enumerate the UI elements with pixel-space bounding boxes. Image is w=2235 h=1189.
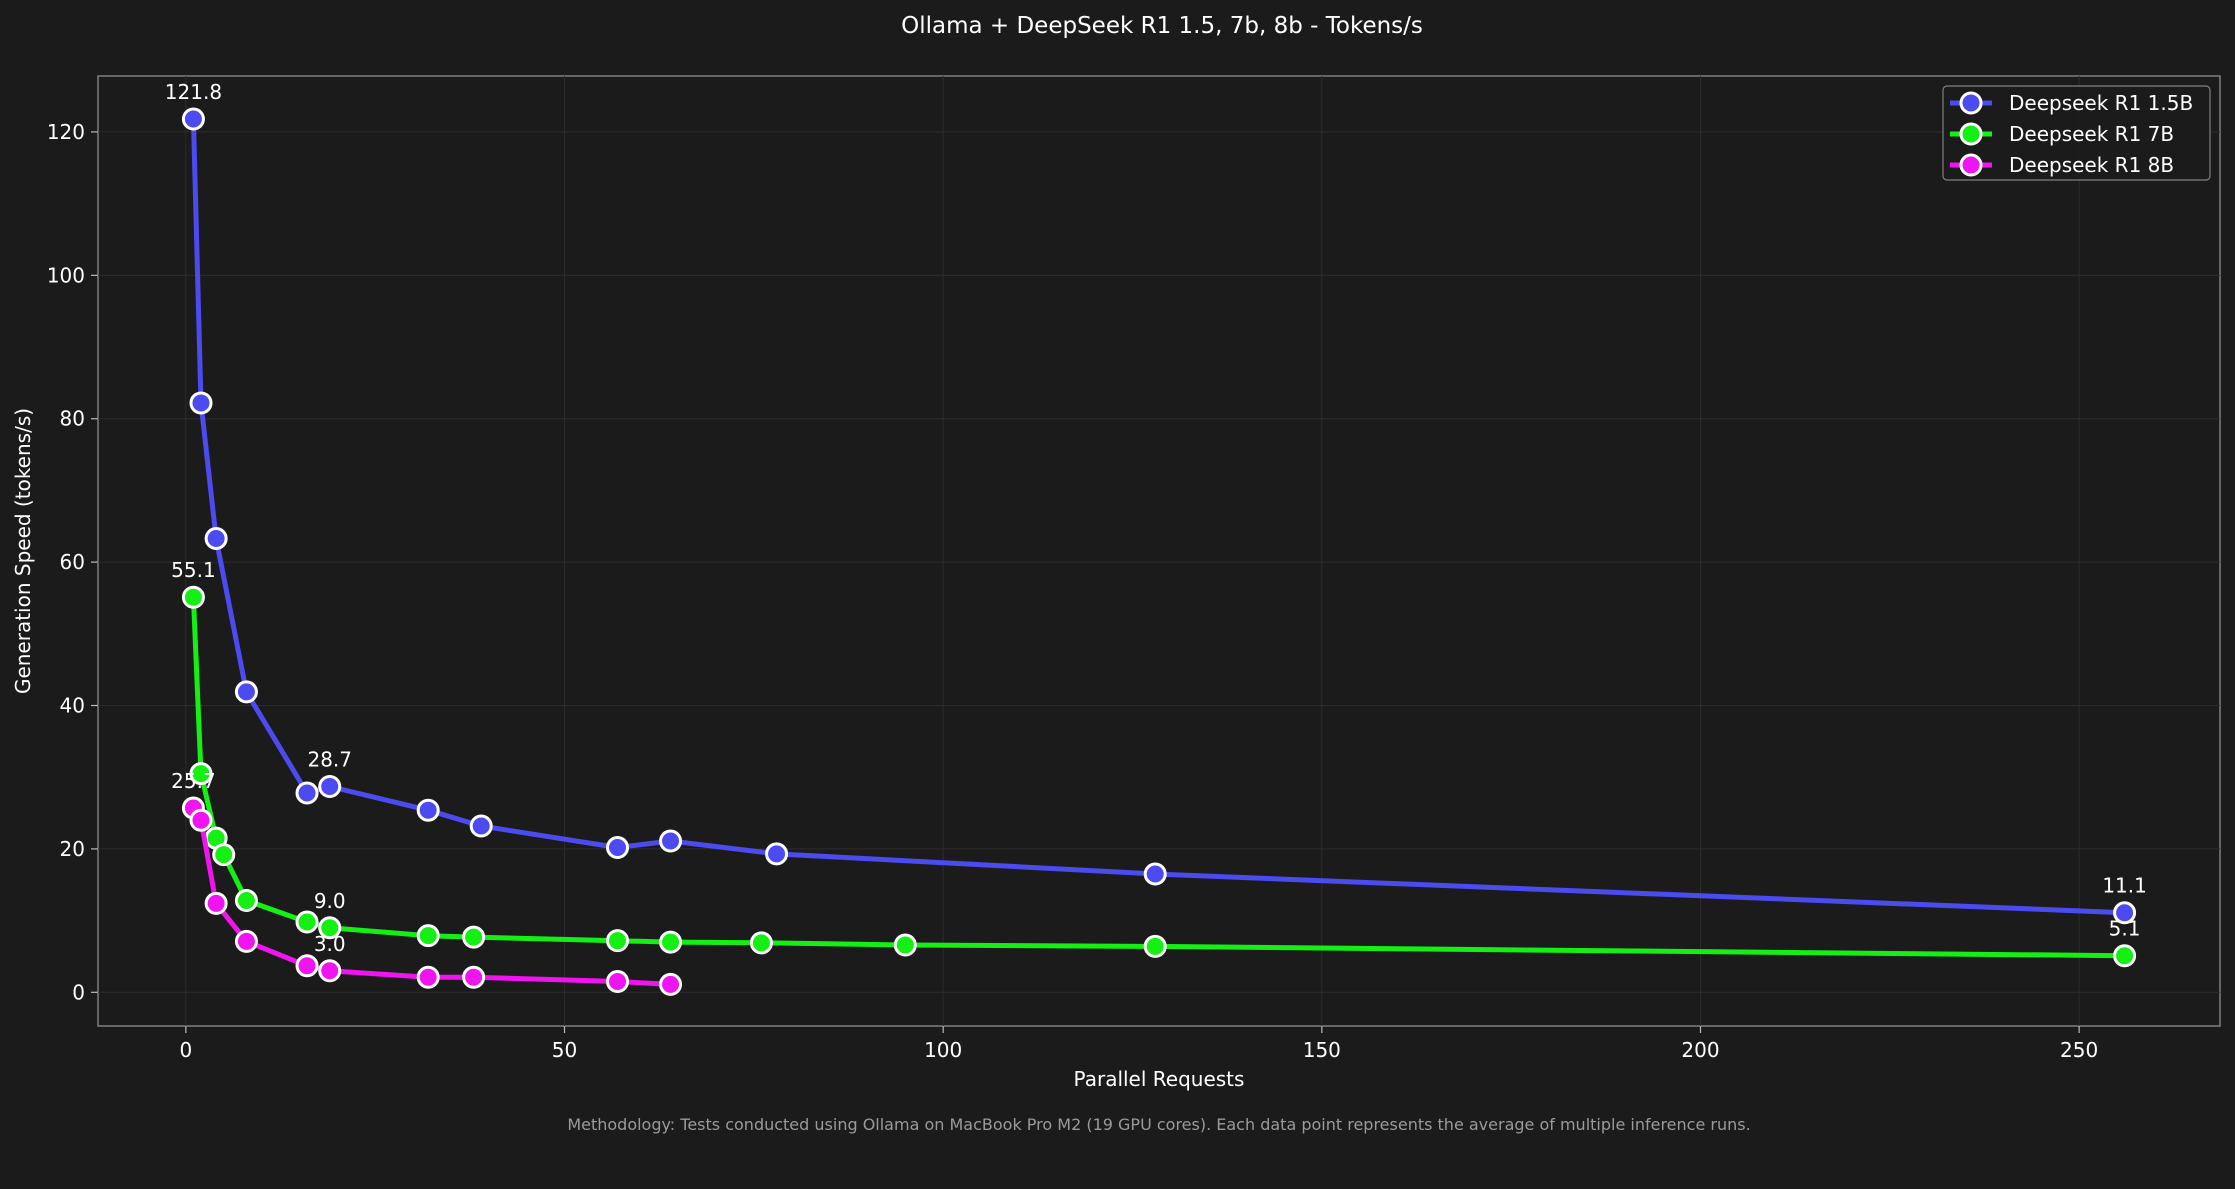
data-point [416, 924, 440, 948]
legend-marker [1959, 91, 1983, 115]
data-point [189, 391, 213, 415]
data-point [204, 526, 228, 550]
data-point [181, 107, 205, 131]
series-group: 25.7 3.0 [171, 769, 683, 996]
data-point [212, 843, 236, 867]
data-point [295, 910, 319, 934]
data-point [416, 798, 440, 822]
data-point [1143, 934, 1167, 958]
data-label: 25.7 [171, 769, 216, 793]
y-tick-label: 0 [72, 980, 85, 1004]
data-point [181, 585, 205, 609]
legend-marker [1959, 122, 1983, 146]
series-group: 55.1 9.0 5.1 [171, 558, 2141, 968]
series-group: 121.8 28.7 11.1 [165, 80, 2147, 925]
legend-label: Deepseek R1 8B [2009, 153, 2174, 177]
x-axis-ticks: 0 50 100 150 200 250 [179, 1026, 2098, 1062]
chart-title: Ollama + DeepSeek R1 1.5, 7b, 8b - Token… [901, 13, 1423, 39]
data-label: 3.0 [314, 932, 346, 956]
x-tick-label: 250 [2060, 1038, 2098, 1062]
data-label: 28.7 [307, 748, 352, 772]
data-point [462, 925, 486, 949]
x-tick-label: 50 [552, 1038, 577, 1062]
data-point [749, 931, 773, 955]
data-label: 5.1 [2109, 917, 2141, 941]
x-tick-label: 200 [1681, 1038, 1719, 1062]
data-point [765, 842, 789, 866]
data-point [234, 929, 258, 953]
data-point [204, 891, 228, 915]
y-tick-label: 80 [60, 407, 85, 431]
data-point [234, 889, 258, 913]
data-label: 121.8 [165, 80, 222, 104]
data-point [659, 930, 683, 954]
data-point [189, 808, 213, 832]
data-point [462, 965, 486, 989]
data-point [659, 972, 683, 996]
y-axis-ticks: 0 20 40 60 80 100 120 [47, 120, 98, 1004]
data-point [295, 954, 319, 978]
legend: Deepseek R1 1.5B Deepseek R1 7B Deepseek R… [1942, 85, 2211, 181]
data-point [606, 835, 630, 859]
x-tick-label: 0 [179, 1038, 192, 1062]
data-point [416, 965, 440, 989]
data-point [1143, 862, 1167, 886]
legend-label: Deepseek R1 1.5B [2009, 91, 2193, 115]
legend-entries: Deepseek R1 1.5B Deepseek R1 7B Deepseek R… [1950, 91, 2193, 177]
data-point [606, 929, 630, 953]
x-tick-label: 100 [924, 1038, 962, 1062]
data-label: 9.0 [314, 889, 346, 913]
footnote: Methodology: Tests conducted using Ollam… [567, 1115, 1750, 1134]
y-axis-label: Generation Speed (tokens/s) [11, 408, 35, 694]
legend-label: Deepseek R1 7B [2009, 122, 2174, 146]
x-tick-label: 150 [1303, 1038, 1341, 1062]
grid [98, 76, 2220, 1026]
y-tick-label: 60 [60, 550, 85, 574]
y-tick-label: 20 [60, 837, 85, 861]
data-label: 11.1 [2102, 874, 2147, 898]
data-point [318, 916, 342, 940]
data-label: 55.1 [171, 558, 216, 582]
series: 121.8 28.7 11.1 55.1 9.0 5.1 25.7 3.0 [165, 80, 2147, 996]
data-point [2113, 901, 2137, 925]
legend-marker [1959, 153, 1983, 177]
data-point [606, 970, 630, 994]
legend-box [1942, 85, 2211, 181]
data-point [469, 814, 493, 838]
data-point [318, 775, 342, 799]
y-tick-label: 40 [60, 694, 85, 718]
y-tick-label: 100 [47, 263, 85, 287]
data-point [2113, 944, 2137, 968]
y-tick-label: 120 [47, 120, 85, 144]
data-point [295, 781, 319, 805]
x-axis-label: Parallel Requests [1074, 1067, 1245, 1091]
data-point [234, 680, 258, 704]
data-point [189, 762, 213, 786]
data-point [318, 959, 342, 983]
data-point [659, 829, 683, 853]
series-line [190, 805, 673, 987]
data-point [893, 933, 917, 957]
